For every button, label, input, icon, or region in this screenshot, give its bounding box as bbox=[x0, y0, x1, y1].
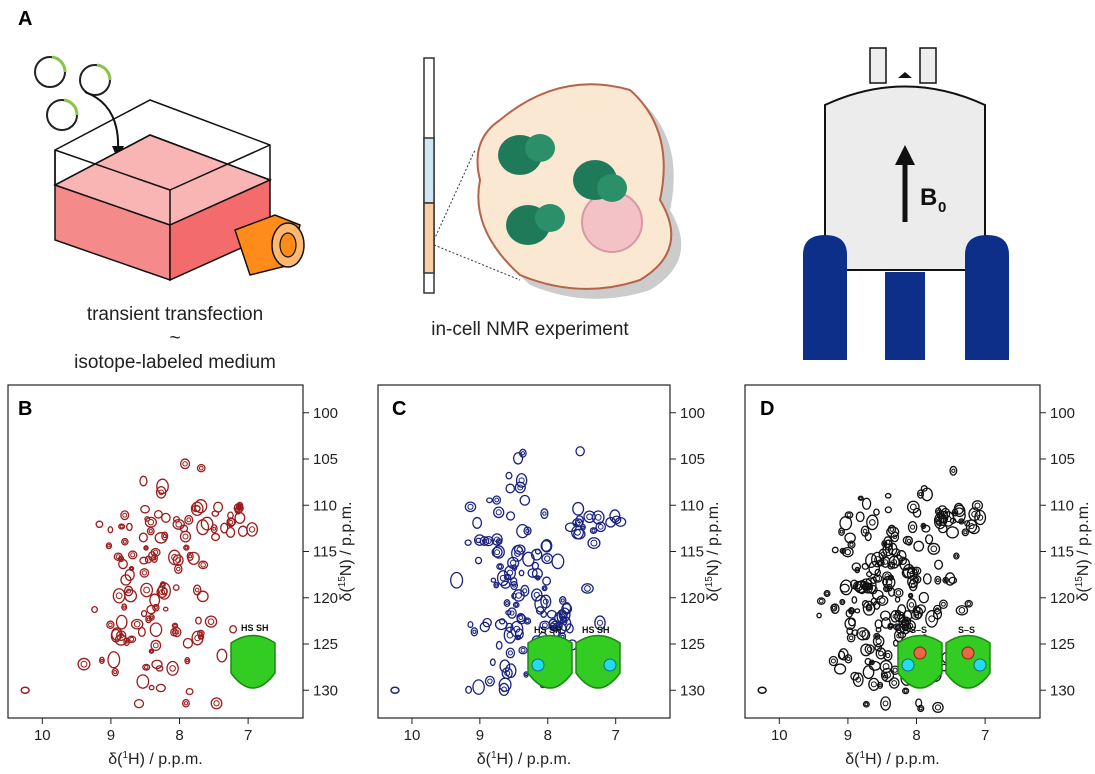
x-tick-label: 7 bbox=[244, 727, 252, 744]
y-tick-label: 110 bbox=[680, 497, 704, 514]
x-tick-label: 10 bbox=[404, 727, 421, 744]
x-tick-label: 9 bbox=[844, 727, 852, 744]
y-tick-label: 120 bbox=[680, 590, 705, 607]
panel-a-illustration: B 0 bbox=[34, 47, 1009, 360]
x-tick-label: 8 bbox=[912, 727, 920, 744]
protein-cartoon: HS SH HS SH bbox=[527, 625, 621, 689]
magnet-field-label: B bbox=[920, 184, 937, 211]
x-axis-label: δ(1H) / p.p.m. bbox=[845, 750, 939, 768]
y-tick-label: 125 bbox=[680, 636, 705, 653]
x-tick-label: 8 bbox=[175, 727, 183, 744]
x-tick-label: 10 bbox=[771, 727, 788, 744]
culture-flask bbox=[53, 99, 305, 282]
x-tick-label: 8 bbox=[544, 727, 552, 744]
panel-label-b: B bbox=[18, 398, 33, 420]
nmr-magnet bbox=[803, 47, 1009, 360]
y-tick-label: 115 bbox=[680, 544, 704, 561]
panel-label-d: D bbox=[760, 398, 775, 420]
magnet-field-subscript: 0 bbox=[938, 199, 946, 216]
y-tick-label: 120 bbox=[1050, 590, 1075, 607]
caption-line-1: transient transfection bbox=[86, 304, 264, 325]
panel-label-c: C bbox=[392, 398, 407, 420]
caption-in-cell-nmr: in-cell NMR experiment bbox=[431, 319, 629, 340]
peaks bbox=[390, 446, 627, 697]
y-tick-label: 105 bbox=[313, 451, 338, 468]
y-tick-label: 100 bbox=[313, 405, 338, 422]
caption-line-2: ~ bbox=[169, 328, 181, 349]
y-tick-label: 115 bbox=[1050, 544, 1074, 561]
y-tick-label: 130 bbox=[680, 682, 705, 699]
protein-cartoon: HS SH bbox=[230, 623, 276, 689]
caption-transfection: transient transfection ~ isotope-labeled… bbox=[40, 303, 310, 375]
y-tick-label: 125 bbox=[1050, 636, 1075, 653]
disulfide-label: S–S bbox=[910, 625, 927, 635]
peaks bbox=[20, 458, 259, 710]
y-axis-label: δ(15N) / p.p.m. bbox=[1074, 501, 1092, 601]
caption-line-3: isotope-labeled medium bbox=[74, 352, 276, 373]
arrow-icon bbox=[84, 91, 120, 151]
x-tick-label: 7 bbox=[612, 727, 620, 744]
thiol-label: HS SH bbox=[582, 625, 610, 635]
spectrum-panel-c: 10 9 8 7 100 105 110 115 120 125 130 δ(1H) / p.p.m.… bbox=[377, 384, 722, 768]
y-tick-label: 100 bbox=[680, 405, 705, 422]
x-tick-label: 9 bbox=[107, 727, 115, 744]
spectrum-panel-d: 10 9 8 7 100 105 110 115 120 125 130 δ(1H) / p.p.m.… bbox=[744, 384, 1092, 768]
x-tick-label: 10 bbox=[34, 727, 51, 744]
thiol-label: HS SH bbox=[241, 623, 269, 633]
nmr-tube bbox=[423, 57, 521, 294]
y-tick-label: 105 bbox=[680, 451, 705, 468]
disulfide-label: S–S bbox=[958, 625, 975, 635]
thiol-label: HS SH bbox=[534, 625, 562, 635]
y-tick-label: 110 bbox=[1050, 497, 1074, 514]
y-tick-label: 105 bbox=[1050, 451, 1075, 468]
x-axis-label: δ(1H) / p.p.m. bbox=[108, 750, 202, 768]
x-tick-label: 9 bbox=[476, 727, 484, 744]
spectrum-panel-b: 10 9 8 7 100 105 110 115 120 125 130 δ(1H) / p.p.m.… bbox=[7, 384, 355, 768]
protein-cartoon: S–S S–S bbox=[897, 625, 991, 689]
y-tick-label: 110 bbox=[313, 497, 337, 514]
x-tick-label: 7 bbox=[981, 727, 989, 744]
y-tick-label: 125 bbox=[313, 636, 338, 653]
y-tick-label: 115 bbox=[313, 544, 337, 561]
panel-label-a: A bbox=[18, 8, 33, 30]
y-tick-label: 120 bbox=[313, 590, 338, 607]
y-axis-label: δ(15N) / p.p.m. bbox=[704, 501, 722, 601]
y-axis-label: δ(15N) / p.p.m. bbox=[337, 501, 355, 601]
x-axis-label: δ(1H) / p.p.m. bbox=[477, 750, 571, 768]
y-tick-label: 100 bbox=[1050, 405, 1075, 422]
y-tick-label: 130 bbox=[313, 682, 338, 699]
cell-illustration bbox=[476, 83, 682, 299]
y-tick-label: 130 bbox=[1050, 682, 1075, 699]
